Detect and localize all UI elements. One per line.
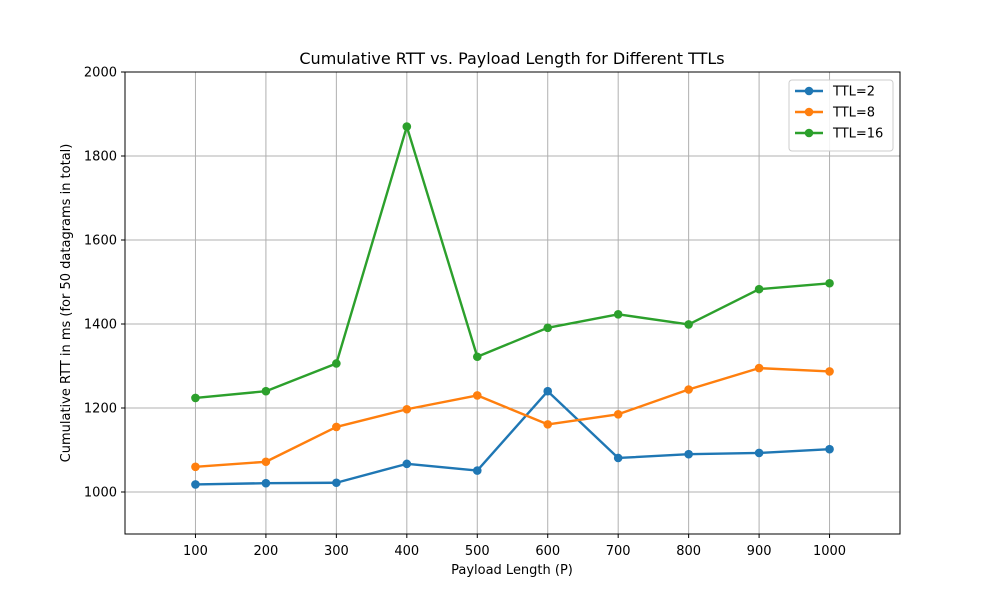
- x-tick-label: 1000: [813, 544, 846, 559]
- series-line: [195, 390, 830, 486]
- data-point: [543, 323, 553, 333]
- series-ttl-8: [191, 363, 834, 472]
- data-point: [191, 480, 200, 489]
- y-tick-label: 1800: [84, 150, 117, 165]
- x-axis-ticks: 100 200 300 400 500 600 700 800 900 1000: [183, 534, 846, 559]
- legend: TTL=2 TTL=8 TTL=16: [788, 79, 894, 152]
- data-point: [332, 359, 341, 368]
- x-tick-label: 700: [606, 544, 631, 559]
- series-ttl-2: [191, 386, 834, 489]
- data-point: [684, 449, 693, 459]
- chart-title: Cumulative RTT vs. Payload Length for Di…: [299, 49, 724, 68]
- data-point: [825, 278, 834, 288]
- data-point: [261, 457, 271, 467]
- data-point: [402, 404, 412, 414]
- data-point: [684, 320, 693, 329]
- data-point: [754, 363, 764, 373]
- data-point: [613, 310, 623, 319]
- x-tick-label: 600: [535, 544, 560, 559]
- data-point: [825, 367, 834, 376]
- data-point: [191, 393, 200, 403]
- plot-frame: [124, 71, 901, 535]
- y-tick-label: 2000: [84, 66, 117, 81]
- grid: [125, 71, 900, 534]
- y-tick-label: 1400: [84, 318, 117, 333]
- data-point: [402, 122, 412, 131]
- data-point: [332, 478, 341, 488]
- series-line: [195, 125, 830, 400]
- data-point: [472, 466, 482, 475]
- x-tick-label: 800: [676, 544, 701, 559]
- series-layer: [191, 122, 834, 489]
- legend-marker: [804, 107, 814, 117]
- y-tick-label: 1000: [84, 486, 117, 501]
- data-point: [613, 453, 623, 463]
- x-tick-label: 400: [394, 544, 419, 559]
- y-axis-ticks: 1000 1200 1400 1600 1800 2000: [84, 66, 125, 501]
- x-tick-label: 500: [465, 544, 490, 559]
- data-point: [754, 284, 764, 294]
- series-ttl-16: [191, 122, 834, 403]
- data-point: [332, 422, 341, 432]
- data-point: [613, 410, 623, 419]
- y-tick-label: 1600: [84, 234, 117, 249]
- y-axis-label: Cumulative RTT in ms (for 50 datagrams i…: [59, 144, 74, 463]
- data-point: [472, 391, 482, 400]
- y-tick-label: 1200: [84, 402, 117, 417]
- data-point: [261, 478, 271, 488]
- data-point: [825, 444, 834, 454]
- data-point: [402, 459, 412, 469]
- data-point: [472, 352, 482, 362]
- legend-label: TTL=16: [832, 127, 883, 142]
- legend-marker: [804, 128, 814, 138]
- series-line: [195, 366, 830, 468]
- legend-label: TTL=8: [832, 106, 875, 121]
- x-tick-label: 900: [747, 544, 772, 559]
- data-point: [543, 386, 553, 396]
- legend-marker: [804, 86, 814, 96]
- legend-label: TTL=2: [832, 85, 875, 100]
- data-point: [261, 386, 271, 396]
- x-tick-label: 300: [324, 544, 349, 559]
- data-point: [684, 385, 693, 394]
- data-point: [191, 462, 200, 472]
- x-axis-label: Payload Length (P): [451, 563, 573, 578]
- x-tick-label: 100: [183, 544, 208, 559]
- x-tick-label: 200: [253, 544, 278, 559]
- data-point: [754, 448, 764, 458]
- data-point: [543, 420, 553, 429]
